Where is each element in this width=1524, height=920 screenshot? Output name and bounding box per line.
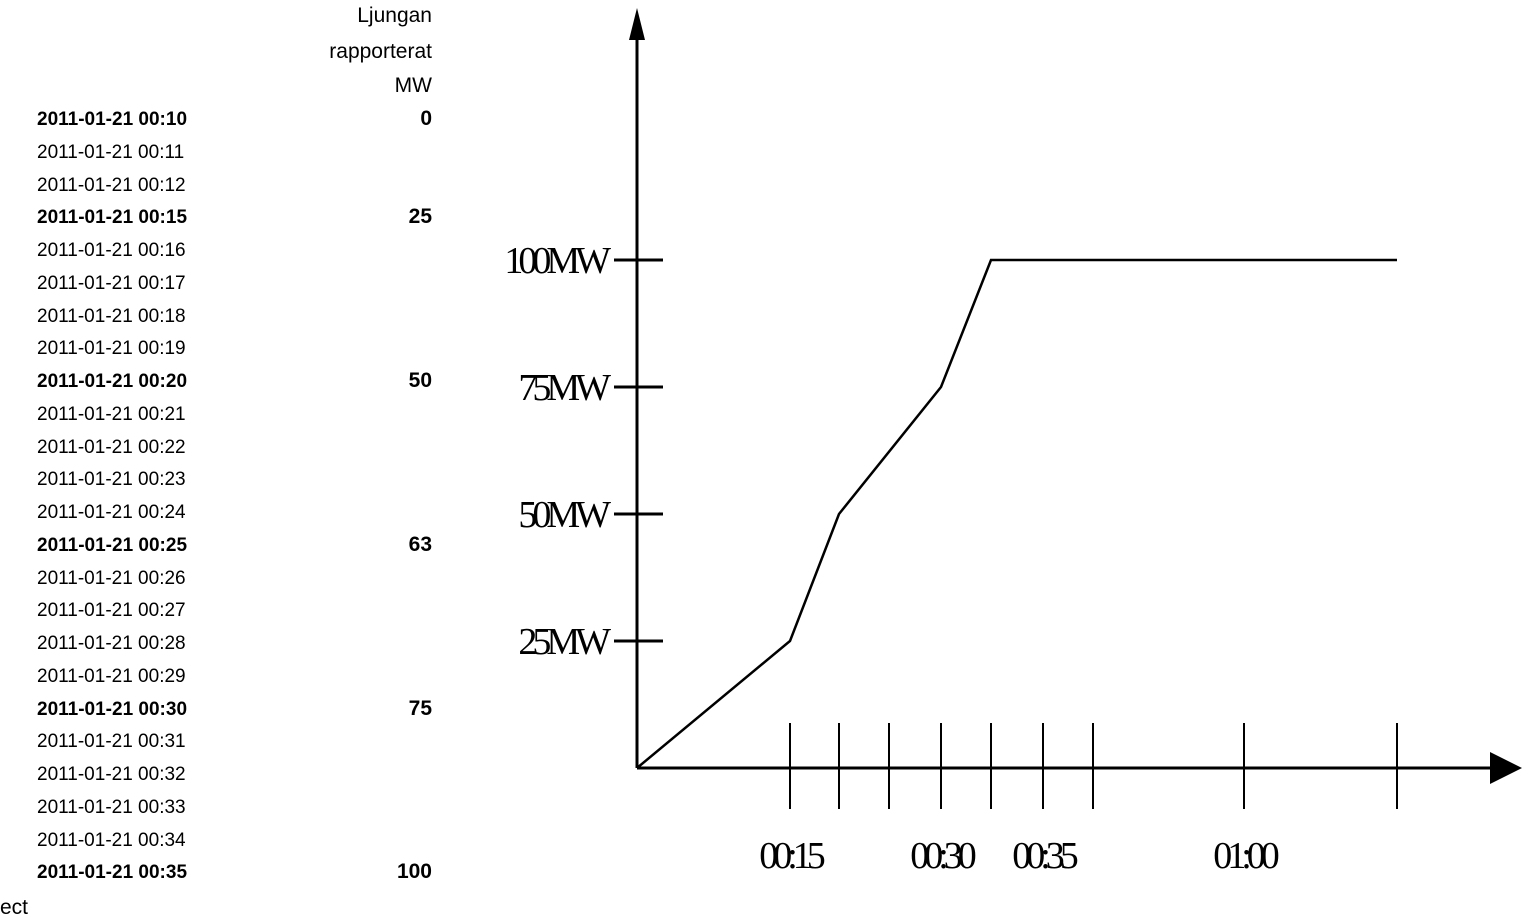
y-tick-label: 25MW (518, 621, 611, 663)
chart-axes (629, 8, 1522, 784)
y-tick-label: 100MW (504, 240, 611, 282)
y-tick-label: 75MW (518, 367, 611, 409)
x-tick-label: 00:35 (1012, 835, 1078, 877)
x-axis-ticks: 00:15 00:30 00:35 01:00 (759, 723, 1397, 877)
x-axis-arrowhead (1490, 752, 1522, 784)
series-group (637, 260, 1397, 768)
x-tick-label: 00:30 (910, 835, 976, 877)
series-line (637, 260, 1397, 768)
y-axis-arrowhead (629, 8, 645, 40)
x-tick-label: 01:00 (1213, 835, 1279, 877)
x-tick-label: 00:15 (759, 835, 825, 877)
y-axis-ticks: 25MW 50MW 75MW 100MW (504, 240, 663, 663)
y-tick-label: 50MW (518, 494, 611, 536)
